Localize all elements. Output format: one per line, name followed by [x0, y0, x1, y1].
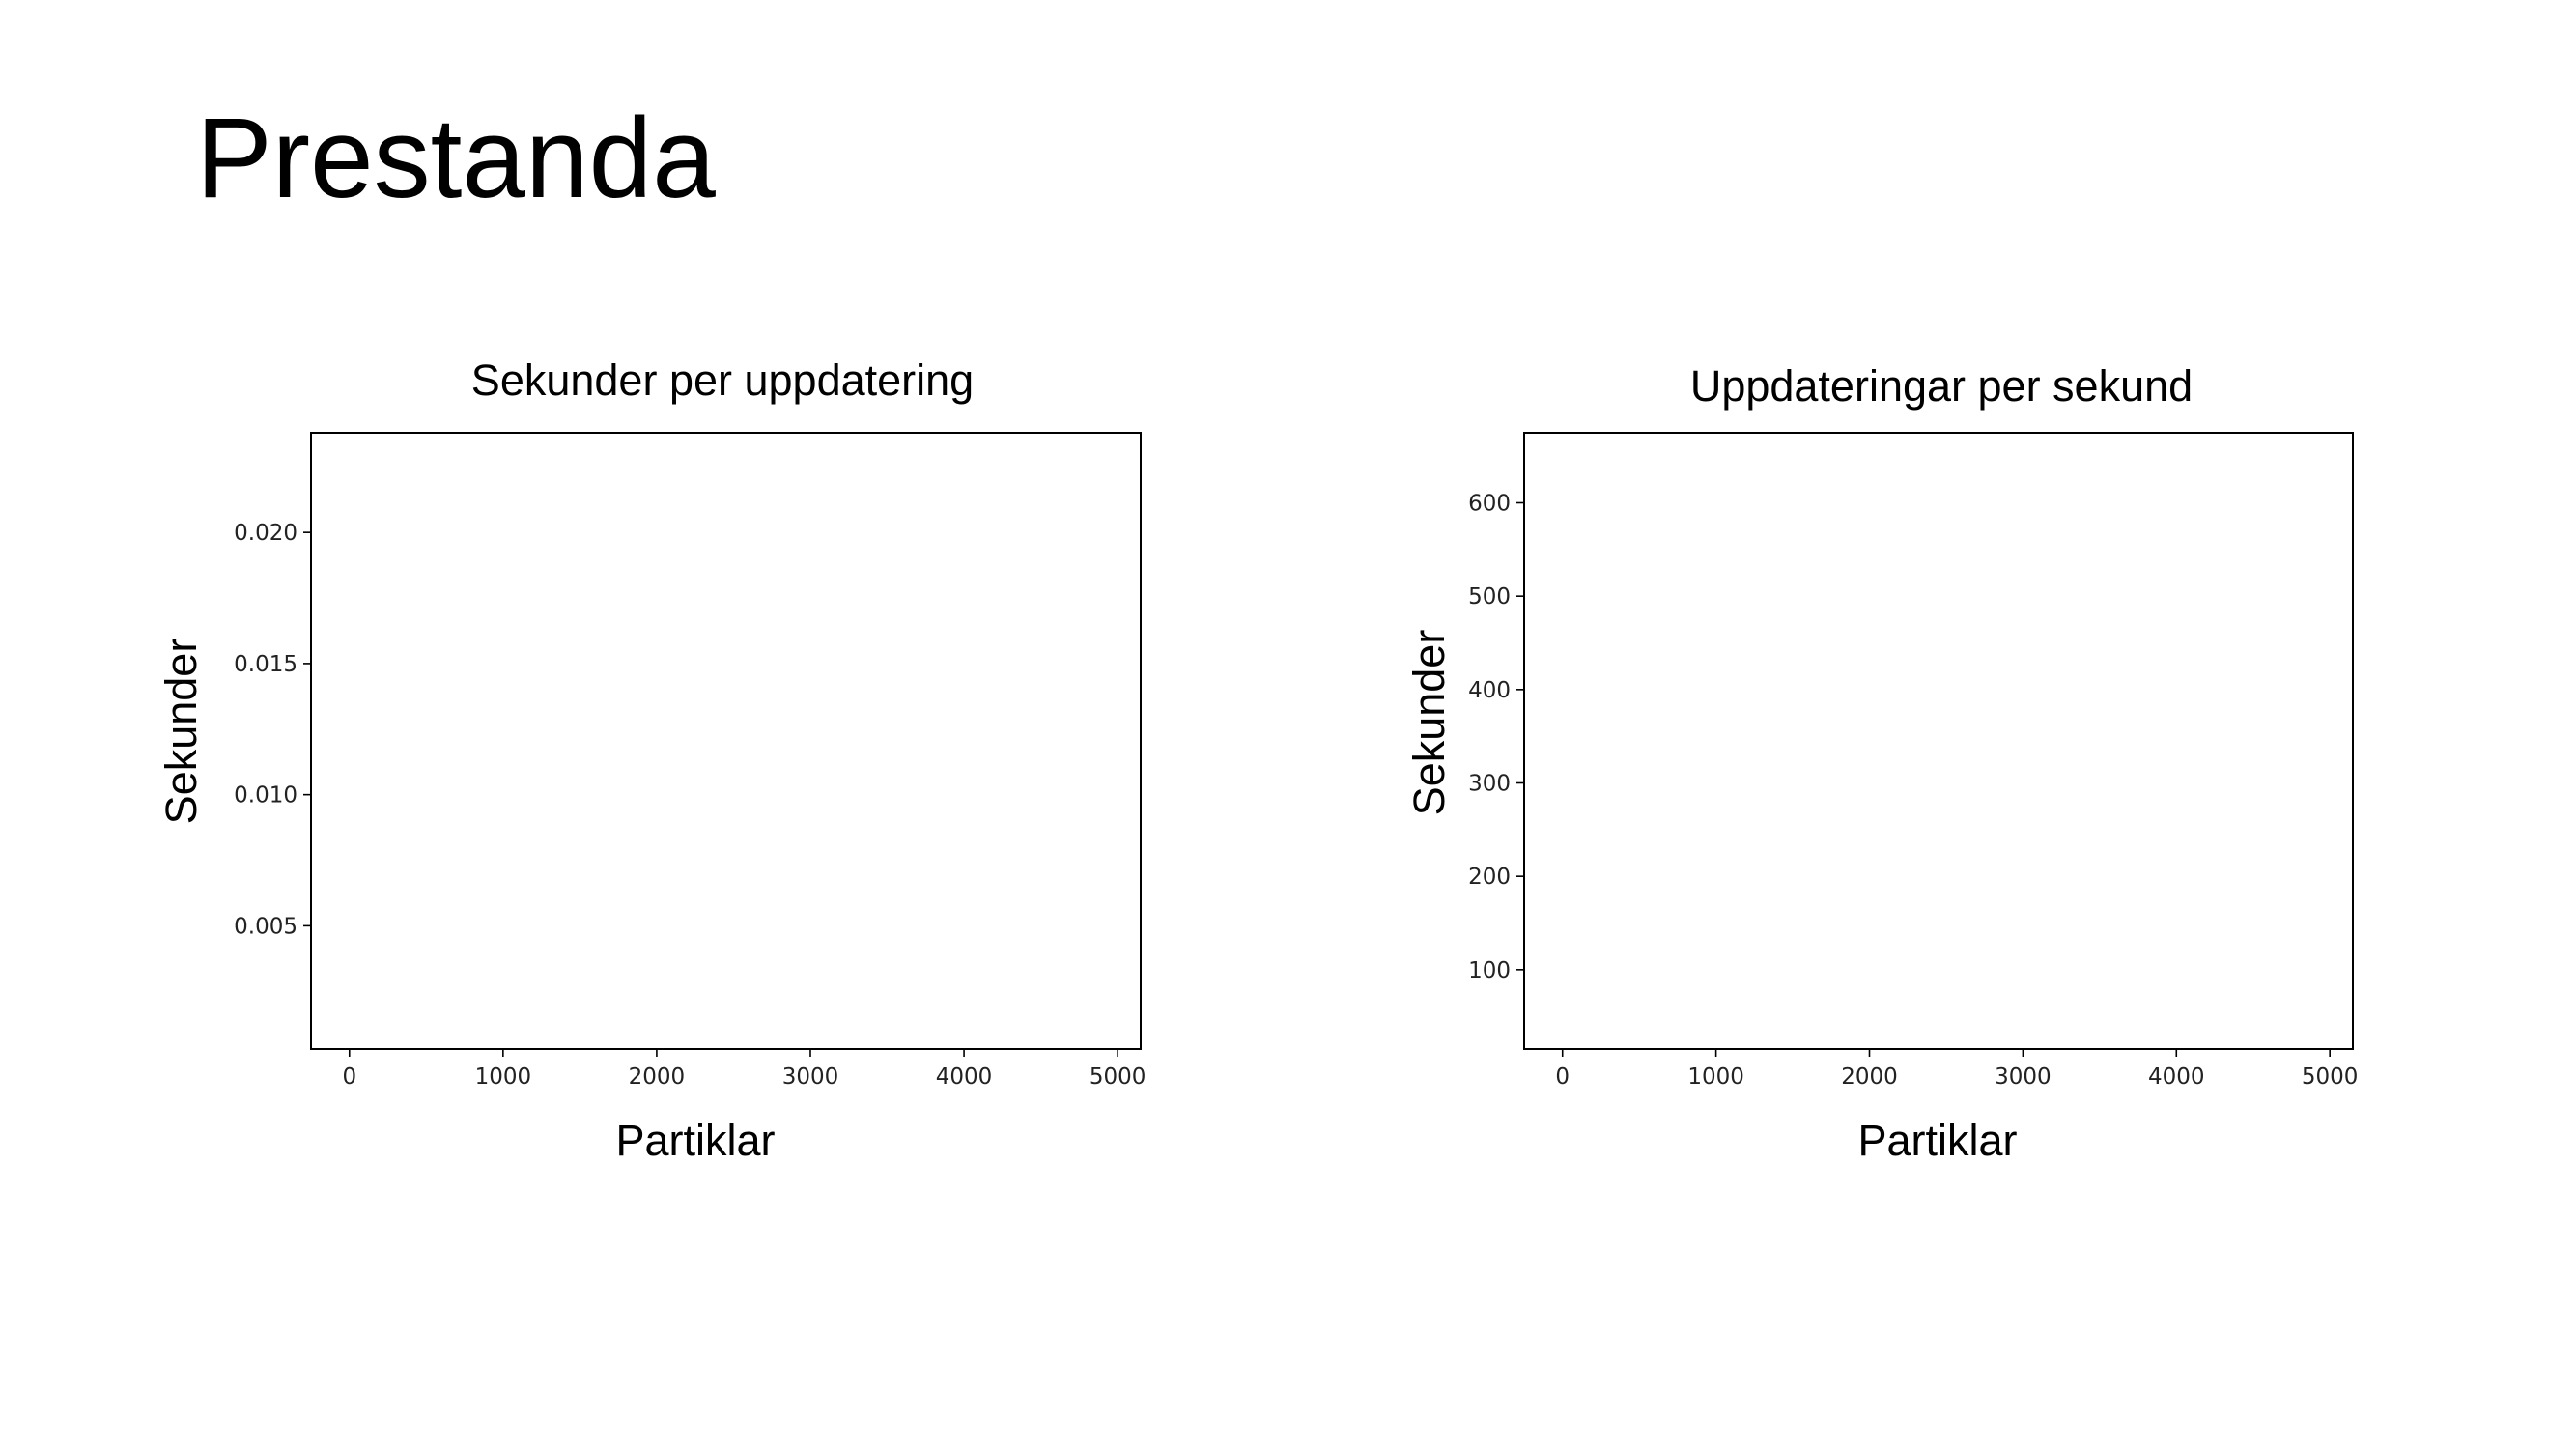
x-tick-label: 3000	[1995, 1065, 2052, 1090]
x-tick-label: 5000	[1090, 1065, 1146, 1090]
x-tick-label: 0	[342, 1065, 356, 1090]
y-tick-label: 0.015	[234, 652, 297, 677]
plot-frame	[310, 432, 1142, 1050]
x-tick-label: 3000	[782, 1065, 839, 1090]
plot-frame	[1523, 432, 2354, 1050]
chart-2-xlabel: Partiklar	[1857, 1116, 2018, 1165]
chart-2-title: Uppdateringar per sekund	[1689, 361, 2194, 411]
y-tick-label: 100	[1468, 958, 1511, 983]
chart-1-xlabel: Partiklar	[615, 1116, 776, 1165]
chart-1-title: Sekunder per uppdatering	[470, 355, 975, 405]
x-tick-label: 2000	[1841, 1065, 1898, 1090]
x-tick-label: 4000	[2148, 1065, 2205, 1090]
y-tick-label: 0.005	[234, 914, 297, 939]
x-tick-label: 1000	[1687, 1065, 1744, 1090]
y-tick-label: 300	[1468, 772, 1511, 797]
y-tick-label: 500	[1468, 584, 1511, 610]
y-tick-label: 400	[1468, 678, 1511, 703]
x-tick-label: 1000	[475, 1065, 532, 1090]
y-tick-label: 200	[1468, 865, 1511, 890]
y-tick-label: 0.020	[234, 521, 297, 546]
x-tick-label: 2000	[629, 1065, 686, 1090]
slide-title: Prestanda	[196, 95, 716, 222]
y-tick-label: 0.010	[234, 783, 297, 809]
y-tick-label: 600	[1468, 492, 1511, 517]
x-tick-label: 5000	[2302, 1065, 2359, 1090]
x-tick-label: 0	[1555, 1065, 1570, 1090]
x-tick-label: 4000	[936, 1065, 993, 1090]
